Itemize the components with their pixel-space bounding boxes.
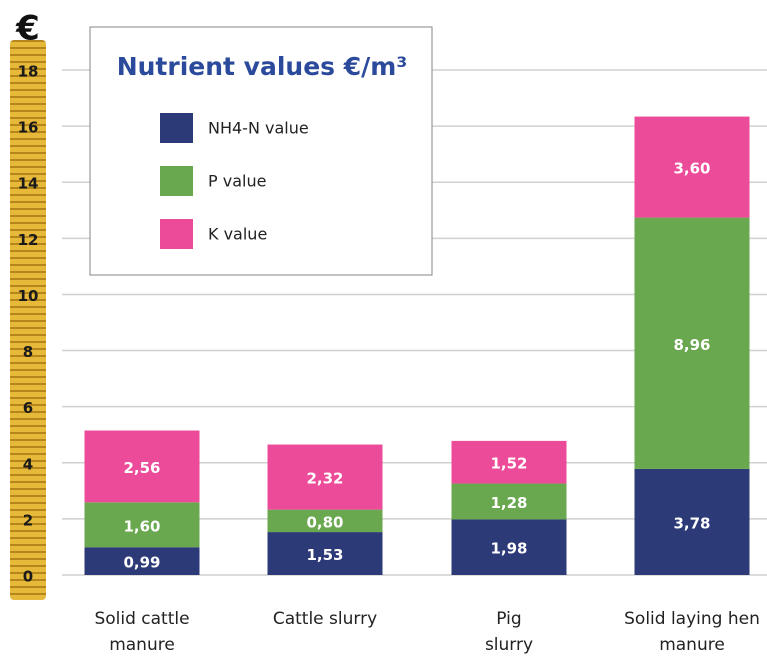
- x-tick-label: Solid cattle manure: [82, 606, 202, 658]
- x-tick-label: Cattle slurry: [255, 606, 395, 632]
- value-label: 1,98: [490, 540, 527, 558]
- value-label: 2,32: [306, 470, 343, 488]
- chart: € Nutrient values €/m³ 0 2 4 6 8 10 12 14 16 18 0,…: [0, 0, 767, 662]
- x-tick-label: Pig slurry: [479, 606, 539, 658]
- y-tick-label: 0: [23, 568, 33, 586]
- y-tick-label: 4: [23, 455, 33, 473]
- value-label: 1,28: [490, 494, 527, 512]
- legend-swatch: [160, 166, 193, 196]
- value-label: 8,96: [673, 336, 710, 354]
- value-label: 0,99: [123, 554, 160, 572]
- y-tick-label: 16: [18, 119, 39, 137]
- chart-page: € Nutrient values €/m³ 0 2 4 6 8 10 12 14 16 18 0,…: [0, 0, 767, 662]
- value-label: 1,52: [490, 455, 527, 473]
- value-label: 3,78: [673, 514, 710, 532]
- legend-label: P value: [208, 172, 266, 191]
- value-label: 1,53: [306, 546, 343, 564]
- y-tick-label: 6: [23, 399, 33, 417]
- legend-swatch: [160, 219, 193, 249]
- chart-title: Nutrient values €/m³: [117, 52, 408, 81]
- y-tick-label: 10: [18, 287, 39, 305]
- y-tick-label: 18: [18, 63, 39, 81]
- legend-label: K value: [208, 225, 267, 244]
- legend-label: NH4-N value: [208, 119, 309, 138]
- y-tick-label: 12: [18, 231, 39, 249]
- value-label: 1,60: [123, 517, 160, 535]
- y-axis-label: €: [15, 9, 40, 49]
- value-label: 3,60: [673, 160, 710, 178]
- y-tick-label: 2: [23, 511, 33, 529]
- value-label: 2,56: [123, 459, 160, 477]
- x-tick-label: Solid laying hen manure: [612, 606, 767, 658]
- legend-swatch: [160, 113, 193, 143]
- value-label: 0,80: [306, 513, 343, 531]
- y-tick-label: 8: [23, 343, 33, 361]
- y-tick-label: 14: [18, 175, 39, 193]
